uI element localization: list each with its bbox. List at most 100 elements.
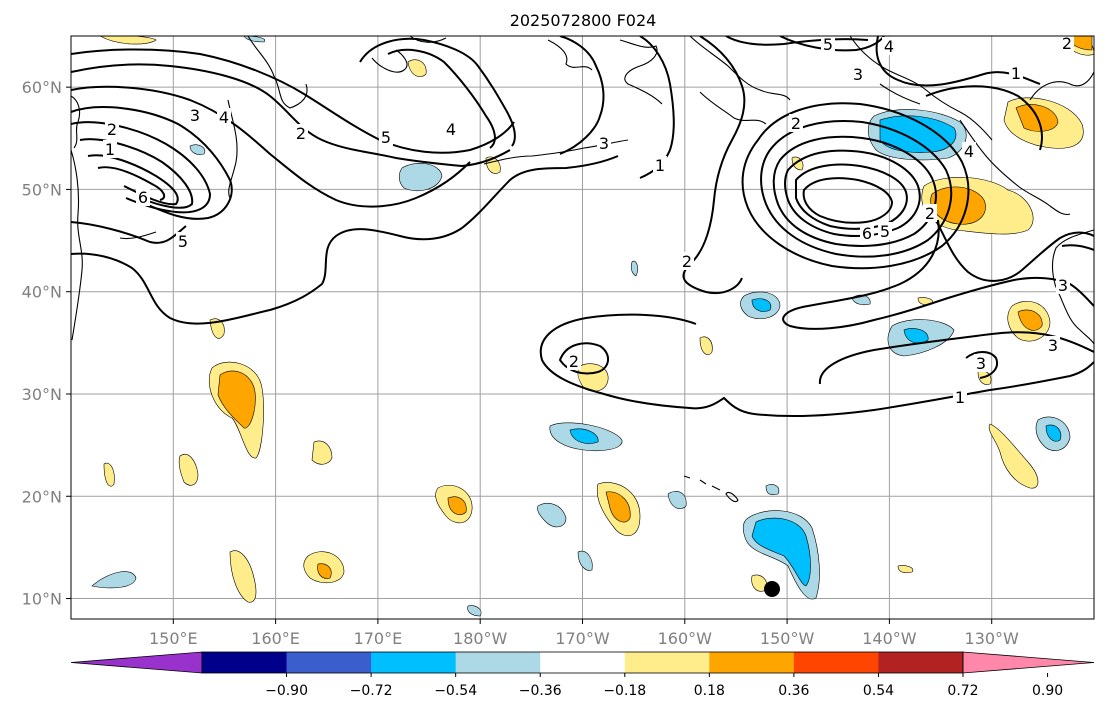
graticule (71, 36, 1094, 619)
lat-label: 10°N (22, 590, 62, 609)
contour-label-bg (105, 120, 119, 138)
contour-label-bg (851, 65, 865, 83)
contour-label-bg (680, 252, 694, 270)
contour-label: 3 (599, 134, 609, 153)
contour-label: 3 (976, 354, 986, 373)
anomaly-blob (537, 503, 567, 528)
contour-label-bg (294, 124, 308, 142)
contour-label: 2 (791, 114, 801, 133)
colorbar-segment (878, 652, 964, 673)
contour-line (965, 351, 998, 379)
anomaly-blob (1045, 424, 1062, 442)
contour-label-bg (821, 36, 835, 53)
anomaly-blob (765, 484, 780, 496)
anomaly-blob (751, 517, 811, 587)
contour-line (558, 342, 609, 375)
contour-line (71, 85, 471, 208)
contour-label-bg (1009, 64, 1023, 82)
lon-label: 160°E (251, 629, 300, 648)
contour-label-bg (188, 106, 202, 124)
lon-label: 140°W (862, 629, 917, 648)
colorbar-segment (371, 652, 457, 673)
colorbar-tick-label: 0.54 (863, 683, 894, 699)
lon-label: 160°W (658, 629, 713, 648)
colorbar-extend-low (70, 651, 203, 674)
anomaly-blob (189, 144, 206, 155)
contour-label: 3 (190, 106, 200, 125)
anomaly-blob (91, 571, 137, 589)
anomaly-blob (99, 36, 157, 45)
anomaly-blob (577, 550, 593, 571)
colorbar-segment (455, 652, 541, 673)
contour-label-bg (1046, 336, 1060, 354)
coastline (849, 36, 993, 141)
contour-line (784, 149, 921, 237)
coastline (227, 99, 238, 199)
contour-line (779, 36, 885, 52)
contour-line (559, 36, 605, 155)
contour-label: 5 (381, 128, 391, 147)
contour-line (925, 85, 1043, 151)
contour-line (97, 166, 166, 201)
contour-line (359, 37, 516, 147)
contour-label-bg (882, 37, 896, 55)
anomaly-blob (630, 260, 638, 277)
colorbar-tick-label: 0.90 (1032, 683, 1063, 699)
anomaly-blob (667, 491, 687, 509)
contour-label-bg (444, 120, 458, 138)
anomaly-blob (209, 318, 225, 339)
contour-label: 4 (884, 37, 894, 56)
contour-line (71, 63, 511, 168)
colorbar: −0.90 −0.72 −0.54 −0.36 −0.18 0.18 0.36 0.54 0.7… (70, 651, 1095, 699)
contour-line (71, 48, 515, 154)
contour-label-bg (103, 140, 117, 158)
contour-label: 6 (138, 188, 148, 207)
lat-label: 20°N (22, 487, 62, 506)
contour-label-bg (923, 204, 937, 222)
contour-line (725, 36, 869, 46)
anomaly-blob (229, 550, 257, 603)
contour-label: 5 (823, 35, 833, 54)
coastline (699, 91, 767, 125)
contour-line (929, 209, 1094, 282)
colorbar-tick-label: −0.54 (434, 683, 477, 699)
contour-label: 3 (1048, 336, 1058, 355)
contour-line (782, 219, 1094, 330)
anomaly-blob (879, 115, 957, 153)
contour-label-bg (789, 114, 803, 132)
contour-label: 2 (107, 120, 117, 139)
contour-label: 2 (296, 124, 306, 143)
anomaly-blob (311, 440, 333, 465)
contour-label-bg (974, 354, 988, 372)
anomaly-blob (897, 565, 914, 574)
longitude-labels: 150°E 160°E 170°E 180°W 170°W 160°W 150°W 140°W… (149, 619, 1019, 648)
contour-label: 5 (880, 222, 890, 241)
anomaly-blob (243, 36, 266, 43)
coastline (959, 119, 1071, 216)
contour-label-bg (1056, 276, 1070, 294)
anomaly-blob (178, 454, 199, 486)
contour-line (539, 313, 1094, 418)
lat-label: 40°N (22, 283, 62, 302)
coastline (247, 36, 308, 109)
anomaly-blob (217, 370, 256, 429)
contour-label: 4 (964, 142, 974, 161)
lat-label: 30°N (22, 385, 62, 404)
lon-label: 180°W (453, 629, 508, 648)
anomaly-blob (407, 59, 427, 77)
lon-label: 170°W (555, 629, 610, 648)
anomaly-blob (988, 423, 1039, 489)
colorbar-tick-label: −0.18 (603, 683, 646, 699)
contour-label-bg (597, 134, 611, 152)
anomaly-blob (317, 563, 332, 579)
anomaly-blob (751, 298, 772, 312)
contour-line (71, 155, 619, 325)
contour-label: 2 (1062, 34, 1072, 53)
colorbar-tick-label: −0.72 (350, 683, 393, 699)
contour-label-bg (860, 224, 874, 242)
colorbar-segment (540, 652, 626, 673)
storm-center-marker (764, 581, 780, 597)
contour-label: 2 (925, 204, 935, 223)
